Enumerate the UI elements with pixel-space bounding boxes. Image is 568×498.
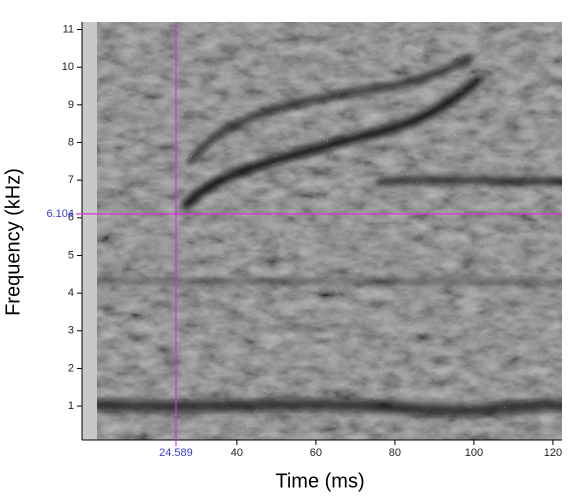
y-tick-label: 2: [68, 362, 74, 374]
y-tick-label: 9: [68, 99, 74, 111]
y-tick-label: 6: [68, 212, 74, 224]
y-tick-label: 4: [68, 287, 74, 299]
x-tick-label: 60: [310, 447, 322, 459]
x-tick-label: 40: [231, 447, 243, 459]
y-tick-label: 7: [68, 174, 74, 186]
y-tick-label: 1: [68, 400, 74, 412]
speckle: [97, 22, 562, 440]
y-tick-label: 8: [68, 136, 74, 148]
x-axis-title: Time (ms): [275, 470, 364, 492]
cursor-y-label: 6.104: [46, 208, 74, 220]
y-tick-label: 5: [68, 249, 74, 261]
y-tick-label: 3: [68, 325, 74, 337]
cursor-x-label: 24.589: [159, 447, 193, 459]
blank-strip: [82, 22, 97, 440]
x-tick-label: 80: [389, 447, 401, 459]
x-tick-label: 120: [544, 447, 562, 459]
y-tick-label: 11: [63, 23, 74, 35]
spectrogram: [97, 22, 562, 440]
y-tick-label: 10: [62, 61, 74, 73]
x-tick-label: 100: [465, 447, 483, 459]
y-axis-title: Frequency (kHz): [2, 168, 24, 316]
